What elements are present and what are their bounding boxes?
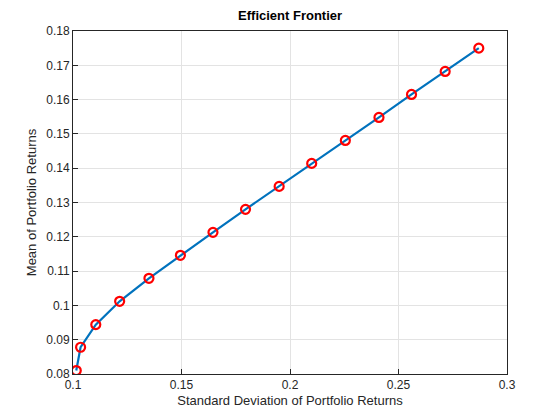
svg-text:0.08: 0.08 xyxy=(46,367,70,381)
svg-text:0.1: 0.1 xyxy=(65,378,82,392)
svg-text:0.12: 0.12 xyxy=(46,230,70,244)
svg-text:0.17: 0.17 xyxy=(46,59,70,73)
svg-text:0.18: 0.18 xyxy=(46,24,70,38)
svg-text:0.13: 0.13 xyxy=(46,196,70,210)
svg-text:Efficient Frontier: Efficient Frontier xyxy=(238,8,342,23)
svg-text:Mean of Portfolio Returns: Mean of Portfolio Returns xyxy=(24,128,39,276)
svg-text:Standard Deviation of Portfoli: Standard Deviation of Portfolio Returns xyxy=(177,393,403,408)
svg-text:0.11: 0.11 xyxy=(47,264,70,278)
svg-text:0.25: 0.25 xyxy=(387,378,411,392)
svg-text:0.09: 0.09 xyxy=(46,333,70,347)
svg-text:0.16: 0.16 xyxy=(46,93,70,107)
svg-text:0.2: 0.2 xyxy=(282,378,299,392)
svg-text:0.3: 0.3 xyxy=(499,378,516,392)
svg-text:0.14: 0.14 xyxy=(46,161,70,175)
svg-text:0.15: 0.15 xyxy=(170,378,194,392)
svg-text:0.1: 0.1 xyxy=(53,299,70,313)
svg-text:0.15: 0.15 xyxy=(46,127,70,141)
